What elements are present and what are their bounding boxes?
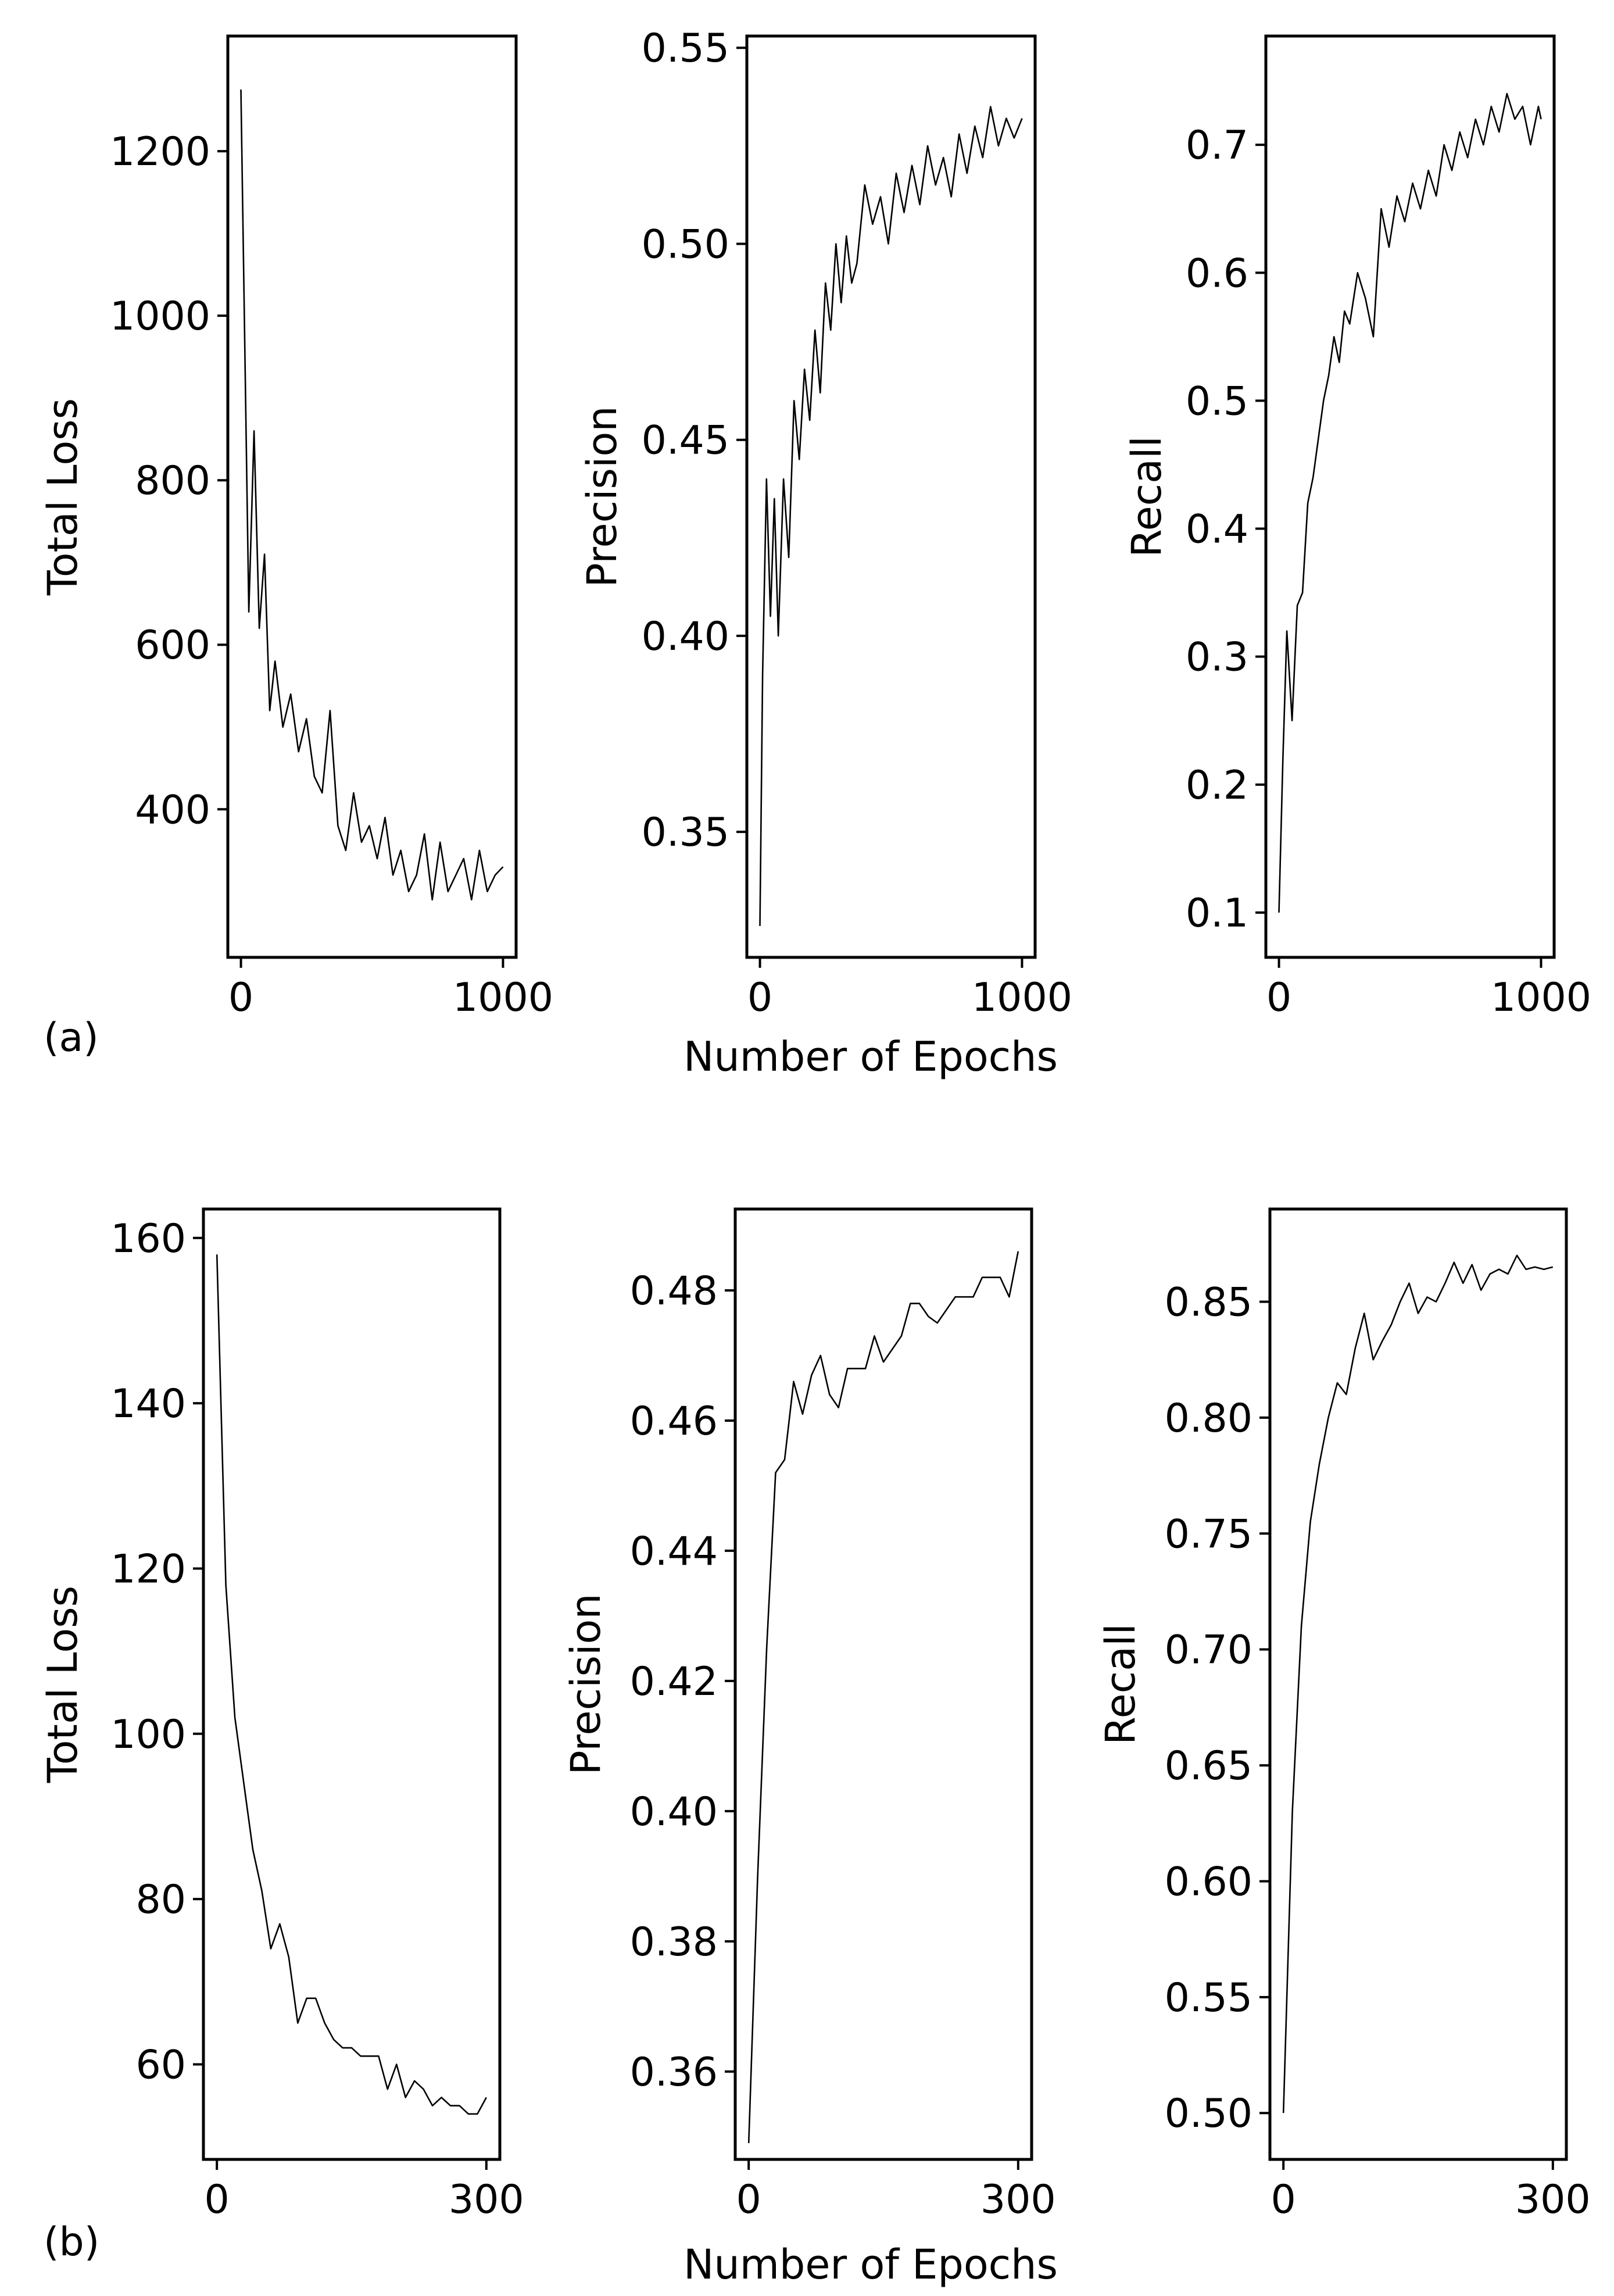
y-axis-title: Precision	[562, 1593, 610, 1775]
y-tick-label: 0.50	[642, 221, 729, 267]
y-tick-label: 0.44	[630, 1529, 718, 1575]
chart-b-3: 0.50 0.55 0.60 0.65 0.70 0.75 0.80 0.85 0 300 Reca…	[1097, 1207, 1591, 2223]
y-tick-label: 0.40	[642, 614, 729, 660]
series-line	[759, 106, 1023, 927]
y-tick-label: 0.40	[630, 1789, 718, 1835]
plot-frame	[745, 34, 1037, 959]
y-tick-label: 0.7	[1186, 123, 1248, 169]
y-axis-title: Recall	[1097, 1623, 1144, 1745]
x-tick-label: 300	[449, 2177, 524, 2223]
y-tick-label: 0.1	[1186, 890, 1248, 936]
chart-a-1: 400 600 800 1000 1200 0 1000 Total Loss	[39, 34, 553, 1021]
y-tick-label: 0.46	[630, 1399, 718, 1444]
y-tick-label: 0.35	[642, 810, 729, 856]
y-tick-label: 0.80	[1165, 1396, 1252, 1442]
y-tick-label: 0.38	[630, 1919, 718, 1965]
chart-b-1: 60 80 100 120 140 160 0 300 Total Loss	[39, 1207, 524, 2223]
series-line	[1282, 1254, 1554, 2113]
y-tick-label: 0.50	[1165, 2091, 1252, 2137]
y-tick-label: 800	[135, 458, 210, 504]
series-line	[216, 1254, 487, 2115]
plot-frame	[226, 34, 518, 959]
panel-label-a: (a)	[44, 1015, 99, 1061]
x-axis-title-a: Number of Epochs	[683, 1033, 1058, 1081]
y-tick-label: 1200	[110, 129, 210, 175]
y-tick-label: 120	[110, 1546, 186, 1592]
y-tick-label: 60	[135, 2043, 186, 2088]
series-line	[747, 1251, 1019, 2144]
x-tick-label: 0	[747, 975, 772, 1021]
x-tick-label: 1000	[1491, 975, 1591, 1021]
y-tick-label: 140	[110, 1381, 186, 1427]
chart-a-2: 0.35 0.40 0.45 0.50 0.55 0 1000 Precision	[578, 26, 1072, 1021]
x-tick-label: 1000	[972, 975, 1072, 1021]
y-tick-label: 0.2	[1186, 763, 1248, 809]
y-tick-label: 600	[135, 623, 210, 668]
y-tick-label: 100	[110, 1712, 186, 1758]
y-axis-title: Precision	[578, 406, 626, 587]
x-tick-label: 1000	[453, 975, 553, 1021]
chart-a-3: 0.1 0.2 0.3 0.4 0.5 0.6 0.7 0 1000 Recall	[1123, 34, 1591, 1021]
y-tick-label: 0.5	[1186, 378, 1248, 424]
y-tick-label: 0.55	[642, 26, 729, 71]
x-tick-label: 300	[1515, 2177, 1591, 2223]
x-tick-label: 0	[1271, 2177, 1296, 2223]
y-tick-label: 400	[135, 787, 210, 833]
y-tick-label: 0.6	[1186, 251, 1248, 296]
y-tick-label: 0.55	[1165, 1975, 1252, 2021]
y-tick-label: 0.85	[1165, 1280, 1252, 1326]
y-axis-title: Total Loss	[39, 398, 87, 596]
y-tick-label: 0.4	[1186, 507, 1248, 553]
series-line	[1278, 92, 1542, 913]
y-axis-title: Recall	[1123, 436, 1171, 557]
y-tick-label: 0.65	[1165, 1743, 1252, 1789]
y-tick-label: 0.36	[630, 2050, 718, 2095]
x-tick-label: 0	[228, 975, 253, 1021]
y-tick-label: 0.60	[1165, 1859, 1252, 1905]
x-tick-label: 0	[1266, 975, 1291, 1021]
y-axis-title: Total Loss	[39, 1586, 87, 1783]
plot-frame	[1264, 34, 1556, 959]
y-tick-label: 1000	[110, 294, 210, 339]
y-tick-label: 0.70	[1165, 1628, 1252, 1673]
x-tick-label: 0	[205, 2177, 230, 2223]
x-tick-label: 0	[736, 2177, 761, 2223]
y-tick-label: 0.3	[1186, 635, 1248, 681]
panel-label-b: (b)	[44, 2219, 99, 2265]
plot-frame	[733, 1207, 1033, 2161]
chart-b-2: 0.36 0.38 0.40 0.42 0.44 0.46 0.48 0 300 Precisio…	[562, 1207, 1056, 2223]
x-tick-label: 300	[980, 2177, 1056, 2223]
x-axis-title-b: Number of Epochs	[683, 2241, 1058, 2288]
y-tick-label: 0.75	[1165, 1511, 1252, 1557]
series-line	[240, 89, 504, 901]
y-tick-label: 0.48	[630, 1268, 718, 1314]
y-tick-label: 0.45	[642, 418, 729, 464]
plot-frame	[202, 1207, 502, 2161]
y-tick-label: 0.42	[630, 1659, 718, 1705]
y-tick-label: 160	[110, 1216, 186, 1262]
y-tick-label: 80	[135, 1877, 186, 1923]
plot-frame	[1268, 1207, 1568, 2161]
